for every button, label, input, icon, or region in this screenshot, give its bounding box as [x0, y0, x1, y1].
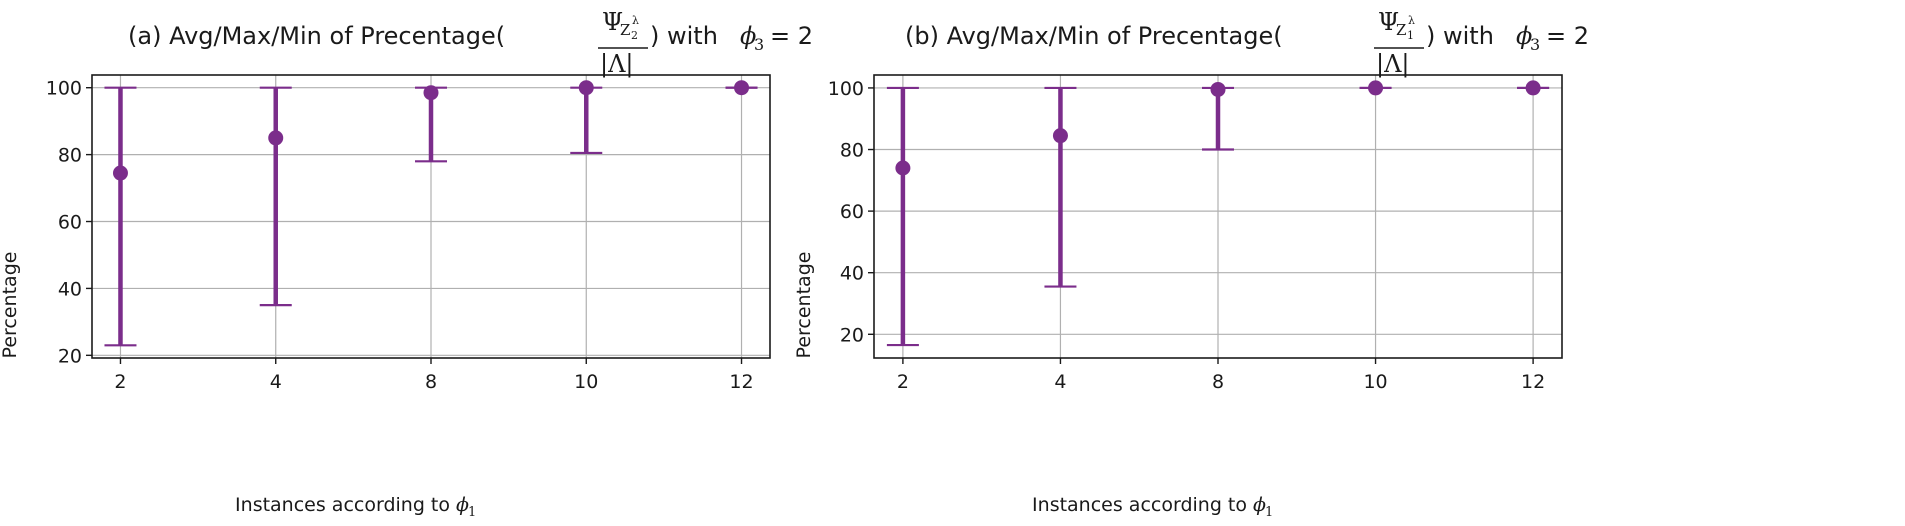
chart-b-title-numerator: Ψ: [1378, 8, 1399, 36]
chart-a-xlabel: Instances according to: [235, 494, 450, 516]
chart-a-title-phi-index: 3: [754, 35, 764, 54]
chart-b-avg-point-0: [895, 160, 911, 176]
chart-b-ylabel: Percentage: [793, 252, 815, 359]
chart-a-ytick-label-1: 40: [58, 278, 82, 300]
chart-a-ytick-label-3: 80: [58, 145, 82, 167]
chart-b-title-phi-index: 3: [1530, 35, 1540, 54]
chart-b-avg-point-2: [1210, 81, 1226, 97]
chart-a-avg-point-1: [268, 130, 284, 146]
chart-b-avg-point-1: [1052, 128, 1068, 144]
chart-a-avg-point-4: [734, 80, 750, 96]
chart-a-title-prefix: (a) Avg/Max/Min of Precentage(: [128, 22, 505, 50]
chart-a-ytick-label-0: 20: [58, 345, 82, 367]
chart-b-avg-point-3: [1368, 80, 1384, 96]
chart-b-title-suffix: ) with: [1426, 22, 1494, 50]
chart-a-avg-point-0: [112, 165, 128, 181]
chart-b-ytick-label-2: 60: [840, 201, 864, 223]
chart-a-xtick-label-4: 12: [729, 371, 753, 393]
chart-b-title-phi: ϕ: [1516, 22, 1532, 50]
chart-a-xtick-label-1: 4: [270, 371, 282, 393]
chart-b-xlabel: Instances according to: [1032, 494, 1247, 516]
chart-b-title-sub: Z: [1396, 21, 1406, 39]
chart-a-title-denominator: |Λ|: [600, 50, 634, 79]
chart-b-xtick-label-2: 8: [1212, 371, 1224, 393]
chart-b-ytick-label-1: 40: [840, 263, 864, 285]
chart-a-title-sup: λ: [632, 14, 639, 27]
chart-a-plot: 20 40 60 80 100 2 4 8 10 12: [46, 74, 771, 393]
chart-a-ytick-label-2: 60: [58, 212, 82, 234]
chart-b-plot: 20 40 60 80 100 2 4 8 10 12: [828, 74, 1563, 393]
chart-a-xlabel-phi: ϕ: [456, 494, 469, 516]
chart-b-avg-point-4: [1525, 80, 1541, 96]
chart-b-ytick-label-3: 80: [840, 140, 864, 162]
chart-a-title-sub: Z: [620, 21, 630, 39]
chart-a-title-rhs: = 2: [770, 22, 813, 50]
chart-b-xtick-label-0: 2: [897, 371, 909, 393]
chart-b-xtick-label-3: 10: [1363, 371, 1387, 393]
chart-a-title-numerator: Ψ: [602, 8, 623, 36]
panel-b: (b) Avg/Max/Min of Precentage( Ψ Z 1 λ |…: [793, 8, 1589, 520]
chart-b-xtick-label-1: 4: [1054, 371, 1066, 393]
chart-b-title-prefix: (b) Avg/Max/Min of Precentage(: [905, 22, 1283, 50]
panel-a: (a) Avg/Max/Min of Precentage( Ψ Z 2 λ |…: [0, 8, 813, 520]
chart-b-xtick-label-4: 12: [1521, 371, 1545, 393]
chart-a-avg-point-3: [578, 80, 594, 96]
chart-a-title-sub-index: 2: [631, 29, 638, 42]
chart-b-ytick-label-4: 100: [828, 78, 864, 100]
chart-a-title-phi: ϕ: [740, 22, 756, 50]
chart-a-title-suffix: ) with: [650, 22, 718, 50]
chart-a-xtick-label-0: 2: [114, 371, 126, 393]
chart-a-xtick-label-2: 8: [425, 371, 437, 393]
chart-b-ytick-label-0: 20: [840, 324, 864, 346]
chart-b-title-sup: λ: [1408, 14, 1415, 27]
chart-a-avg-point-2: [423, 85, 439, 101]
chart-b-xlabel-phi: ϕ: [1253, 494, 1266, 516]
chart-a-ytick-label-4: 100: [46, 78, 82, 100]
chart-a-xlabel-phi-index: 1: [468, 505, 476, 520]
chart-a-ylabel: Percentage: [0, 252, 21, 359]
chart-b-title-sub-index: 1: [1407, 29, 1414, 42]
chart-b-title-rhs: = 2: [1546, 22, 1589, 50]
chart-b-xlabel-phi-index: 1: [1265, 505, 1273, 520]
chart-a-xtick-label-3: 10: [574, 371, 598, 393]
chart-b-title-denominator: |Λ|: [1376, 50, 1410, 79]
